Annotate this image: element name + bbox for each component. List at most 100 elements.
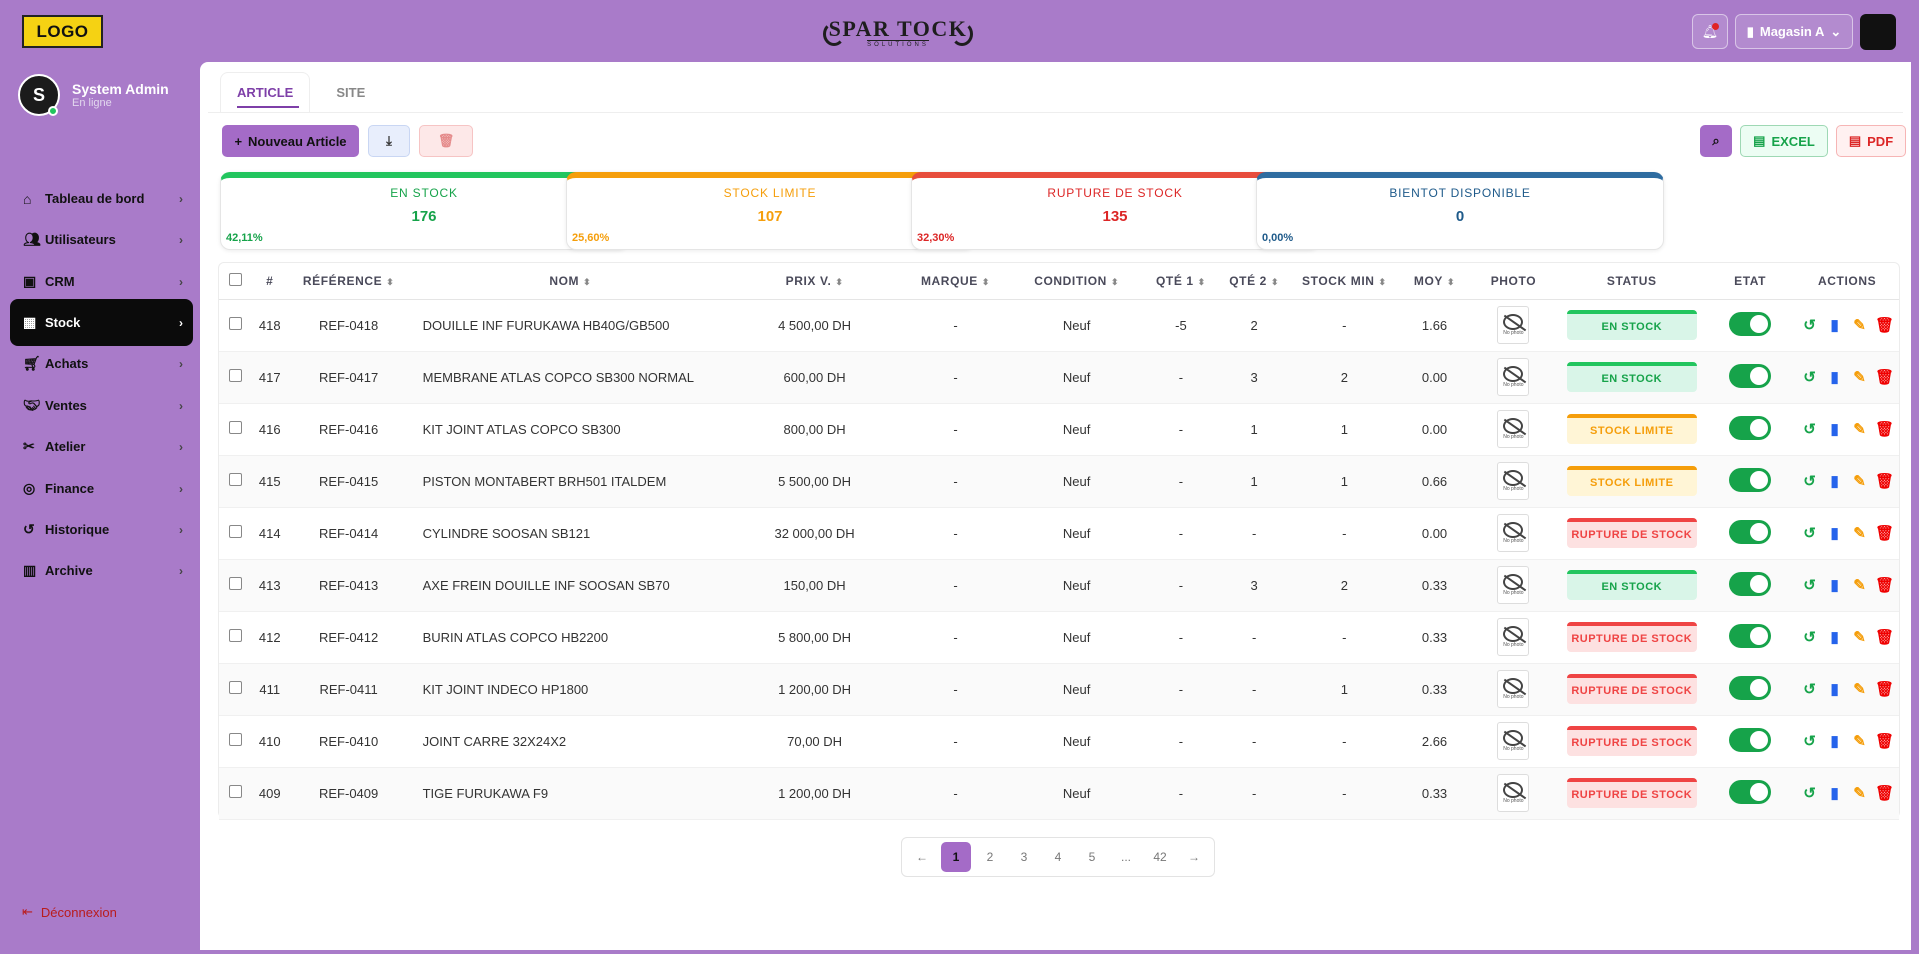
excel-export-button[interactable]: ▤ EXCEL	[1740, 125, 1828, 157]
no-photo-icon[interactable]: No photo	[1497, 358, 1530, 396]
sort-icon[interactable]: ⬍	[981, 276, 991, 287]
edit-icon[interactable]: ✎	[1853, 317, 1866, 334]
prev-page-button[interactable]: ←	[916, 850, 928, 864]
row-checkbox[interactable]	[229, 681, 243, 694]
page-5-button[interactable]: 5	[1088, 850, 1096, 864]
column-header[interactable]: MARQUE ⬍	[899, 263, 1012, 300]
page-42-button[interactable]: 42	[1153, 850, 1167, 864]
history-icon[interactable]: ↺	[1803, 421, 1816, 438]
state-toggle[interactable]	[1729, 571, 1772, 596]
bulk-delete-button[interactable]: 🗑︎	[419, 125, 473, 157]
page-2-button[interactable]: 2	[986, 850, 994, 864]
trash-icon[interactable]: 🗑︎	[1875, 369, 1895, 386]
sidebar-item-tableau-de-bord[interactable]: ⌂ Tableau de bord ›	[10, 175, 193, 222]
tab-article[interactable]: ARTICLE	[220, 72, 311, 112]
clipboard-icon[interactable]: ▮	[1830, 369, 1839, 386]
row-checkbox[interactable]	[229, 317, 243, 330]
edit-icon[interactable]: ✎	[1853, 681, 1866, 698]
state-toggle[interactable]	[1729, 467, 1772, 492]
no-photo-icon[interactable]: No photo	[1497, 670, 1530, 708]
new-article-button[interactable]: + Nouveau Article	[222, 125, 359, 157]
select-all-checkbox[interactable]	[229, 272, 243, 286]
column-header[interactable]: #	[252, 263, 287, 300]
clipboard-icon[interactable]: ▮	[1830, 577, 1839, 594]
column-header[interactable]: PRIX V. ⬍	[730, 263, 900, 300]
clipboard-icon[interactable]: ▮	[1830, 785, 1839, 802]
edit-icon[interactable]: ✎	[1853, 785, 1866, 802]
sort-icon[interactable]: ⬍	[1378, 276, 1387, 287]
no-photo-icon[interactable]: No photo	[1497, 462, 1530, 500]
sidebar-item-utilisateurs[interactable]: 👥︎ Utilisateurs ›	[10, 216, 193, 263]
sort-icon[interactable]: ⬍	[1197, 276, 1206, 287]
row-checkbox[interactable]	[229, 785, 243, 798]
column-header[interactable]: QTÉ 1 ⬍	[1141, 263, 1221, 300]
row-checkbox[interactable]	[229, 421, 243, 434]
import-button[interactable]: ⤓	[368, 125, 410, 157]
logout-button[interactable]: ⇤ Déconnexion	[22, 904, 117, 920]
no-photo-icon[interactable]: No photo	[1497, 774, 1530, 812]
row-checkbox[interactable]	[229, 473, 243, 486]
edit-icon[interactable]: ✎	[1853, 525, 1866, 542]
history-icon[interactable]: ↺	[1803, 317, 1816, 334]
trash-icon[interactable]: 🗑︎	[1875, 785, 1895, 802]
row-checkbox[interactable]	[229, 629, 243, 642]
history-icon[interactable]: ↺	[1803, 629, 1816, 646]
sort-icon[interactable]: ⬍	[835, 276, 844, 287]
state-toggle[interactable]	[1729, 779, 1772, 804]
sidebar-item-ventes[interactable]: 🤝︎ Ventes ›	[10, 382, 193, 429]
row-checkbox[interactable]	[229, 525, 243, 538]
sort-icon[interactable]: ⬍	[1110, 276, 1120, 287]
history-icon[interactable]: ↺	[1803, 525, 1816, 542]
edit-icon[interactable]: ✎	[1853, 629, 1866, 646]
clipboard-icon[interactable]: ▮	[1830, 629, 1839, 646]
sidebar-item-archive[interactable]: ▥ Archive ›	[10, 547, 193, 594]
column-header[interactable]: QTÉ 2 ⬍	[1220, 263, 1288, 300]
edit-icon[interactable]: ✎	[1853, 369, 1866, 386]
state-toggle[interactable]	[1729, 311, 1772, 336]
no-photo-icon[interactable]: No photo	[1497, 410, 1530, 448]
sidebar-item-crm[interactable]: ▣ CRM ›	[10, 258, 193, 305]
sort-icon[interactable]: ⬍	[1270, 276, 1280, 287]
trash-icon[interactable]: 🗑︎	[1875, 317, 1895, 334]
clipboard-icon[interactable]: ▮	[1830, 421, 1839, 438]
user-profile[interactable]: S System Admin En ligne	[18, 74, 169, 116]
clipboard-icon[interactable]: ▮	[1830, 525, 1839, 542]
tab-site[interactable]: SITE	[336, 84, 366, 100]
trash-icon[interactable]: 🗑︎	[1875, 629, 1895, 646]
state-toggle[interactable]	[1729, 415, 1772, 440]
column-header[interactable]: MOY ⬍	[1400, 263, 1469, 300]
state-toggle[interactable]	[1729, 363, 1772, 388]
no-photo-icon[interactable]: No photo	[1497, 722, 1530, 760]
no-photo-icon[interactable]: No photo	[1497, 306, 1530, 344]
history-icon[interactable]: ↺	[1803, 369, 1816, 386]
clipboard-icon[interactable]: ▮	[1830, 473, 1839, 490]
state-toggle[interactable]	[1729, 623, 1772, 648]
next-page-button[interactable]: →	[1188, 850, 1200, 864]
history-icon[interactable]: ↺	[1803, 785, 1816, 802]
column-header[interactable]: RÉFÉRENCE ⬍	[286, 263, 411, 300]
trash-icon[interactable]: 🗑︎	[1875, 525, 1895, 542]
edit-icon[interactable]: ✎	[1853, 421, 1866, 438]
row-checkbox[interactable]	[229, 733, 243, 746]
clipboard-icon[interactable]: ▮	[1830, 317, 1839, 334]
sort-icon[interactable]: ⬍	[386, 276, 395, 287]
edit-icon[interactable]: ✎	[1853, 733, 1866, 750]
edit-icon[interactable]: ✎	[1853, 577, 1866, 594]
no-photo-icon[interactable]: No photo	[1497, 566, 1530, 604]
column-header[interactable]: NOM ⬍	[410, 263, 731, 300]
no-photo-icon[interactable]: No photo	[1497, 618, 1530, 656]
state-toggle[interactable]	[1729, 519, 1772, 544]
sidebar-item-historique[interactable]: ↺ Historique ›	[10, 506, 193, 553]
page-3-button[interactable]: 3	[1020, 850, 1028, 864]
state-toggle[interactable]	[1729, 727, 1772, 752]
clipboard-icon[interactable]: ▮	[1830, 681, 1839, 698]
trash-icon[interactable]: 🗑︎	[1875, 733, 1895, 750]
store-selector[interactable]: ▮ Magasin A ⌄	[1735, 14, 1853, 49]
trash-icon[interactable]: 🗑︎	[1875, 421, 1895, 438]
page-1-button[interactable]: 1	[941, 842, 971, 872]
column-header[interactable]: STOCK MIN ⬍	[1287, 263, 1401, 300]
clipboard-icon[interactable]: ▮	[1830, 733, 1839, 750]
sort-icon[interactable]: ⬍	[1447, 276, 1456, 287]
trash-icon[interactable]: 🗑︎	[1875, 681, 1895, 698]
pdf-export-button[interactable]: ▤ PDF	[1836, 125, 1906, 157]
